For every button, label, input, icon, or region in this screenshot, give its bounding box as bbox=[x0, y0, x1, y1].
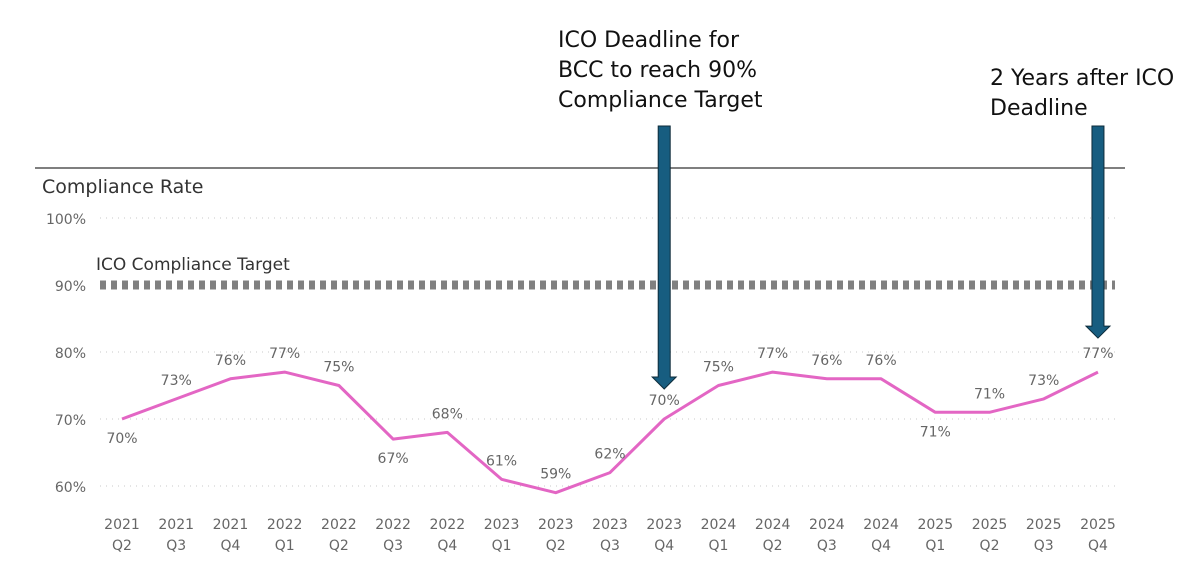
x-tick-year: 2022 bbox=[375, 517, 411, 533]
y-tick-label: 90% bbox=[55, 279, 86, 295]
y-tick-label: 60% bbox=[55, 480, 86, 496]
x-tick-quarter: Q1 bbox=[708, 538, 728, 554]
x-tick-year: 2023 bbox=[646, 517, 682, 533]
x-tick-year: 2023 bbox=[538, 517, 574, 533]
y-tick-label: 100% bbox=[46, 212, 86, 228]
data-label: 76% bbox=[811, 353, 842, 369]
data-label: 77% bbox=[757, 346, 788, 362]
x-tick-year: 2022 bbox=[321, 517, 357, 533]
annotation-ico-deadline: ICO Deadline for BCC to reach 90% Compli… bbox=[558, 28, 763, 113]
data-label: 70% bbox=[649, 393, 680, 409]
x-tick-year: 2021 bbox=[158, 517, 194, 533]
x-tick-year: 2024 bbox=[755, 517, 791, 533]
data-label: 59% bbox=[540, 467, 571, 483]
x-tick-year: 2025 bbox=[917, 517, 953, 533]
x-tick-quarter: Q2 bbox=[763, 538, 783, 554]
data-label: 68% bbox=[432, 406, 463, 422]
x-tick-quarter: Q4 bbox=[220, 538, 240, 554]
data-label: 70% bbox=[106, 431, 137, 447]
data-label: 77% bbox=[269, 346, 300, 362]
data-label: 77% bbox=[1082, 346, 1113, 362]
reference-line-label: ICO Compliance Target bbox=[96, 255, 290, 275]
x-tick-year: 2024 bbox=[701, 517, 737, 533]
x-tick-quarter: Q4 bbox=[654, 538, 674, 554]
y-tick-label: 80% bbox=[55, 346, 86, 362]
data-label: 71% bbox=[920, 424, 951, 440]
x-tick-quarter: Q3 bbox=[383, 538, 403, 554]
x-tick-year: 2023 bbox=[484, 517, 520, 533]
x-tick-quarter: Q3 bbox=[1034, 538, 1054, 554]
x-tick-year: 2025 bbox=[972, 517, 1008, 533]
x-tick-quarter: Q2 bbox=[546, 538, 566, 554]
x-tick-quarter: Q1 bbox=[925, 538, 945, 554]
data-label: 76% bbox=[866, 353, 897, 369]
x-tick-quarter: Q3 bbox=[817, 538, 837, 554]
x-tick-quarter: Q4 bbox=[1088, 538, 1108, 554]
series-line bbox=[121, 370, 1099, 495]
data-label: 67% bbox=[378, 451, 409, 467]
x-tick-quarter: Q1 bbox=[275, 538, 295, 554]
x-tick-quarter: Q2 bbox=[980, 538, 1000, 554]
chart-title: Compliance Rate bbox=[42, 176, 203, 198]
data-label: 73% bbox=[161, 373, 192, 389]
x-tick-quarter: Q3 bbox=[600, 538, 620, 554]
annotation-arrow bbox=[1084, 125, 1112, 339]
x-tick-year: 2025 bbox=[1080, 517, 1116, 533]
data-label: 76% bbox=[215, 353, 246, 369]
data-label: 75% bbox=[323, 360, 354, 376]
data-label: 61% bbox=[486, 453, 517, 469]
x-tick-year: 2021 bbox=[213, 517, 249, 533]
y-tick-label: 70% bbox=[55, 413, 86, 429]
x-tick-quarter: Q3 bbox=[166, 538, 186, 554]
x-tick-year: 2024 bbox=[863, 517, 899, 533]
x-tick-year: 2023 bbox=[592, 517, 628, 533]
x-tick-year: 2025 bbox=[1026, 517, 1062, 533]
x-tick-quarter: Q4 bbox=[871, 538, 891, 554]
x-tick-quarter: Q2 bbox=[112, 538, 132, 554]
data-label: 75% bbox=[703, 360, 734, 376]
x-tick-year: 2024 bbox=[809, 517, 845, 533]
x-tick-year: 2022 bbox=[267, 517, 303, 533]
x-tick-year: 2022 bbox=[429, 517, 465, 533]
annotation-arrow bbox=[650, 125, 678, 390]
data-label: 73% bbox=[1028, 373, 1059, 389]
annotation-two-years-after: 2 Years after ICO Deadline bbox=[990, 66, 1175, 121]
data-label: 62% bbox=[594, 447, 625, 463]
x-tick-year: 2021 bbox=[104, 517, 140, 533]
x-tick-quarter: Q2 bbox=[329, 538, 349, 554]
x-tick-quarter: Q4 bbox=[437, 538, 457, 554]
x-tick-quarter: Q1 bbox=[492, 538, 512, 554]
data-label: 71% bbox=[974, 386, 1005, 402]
